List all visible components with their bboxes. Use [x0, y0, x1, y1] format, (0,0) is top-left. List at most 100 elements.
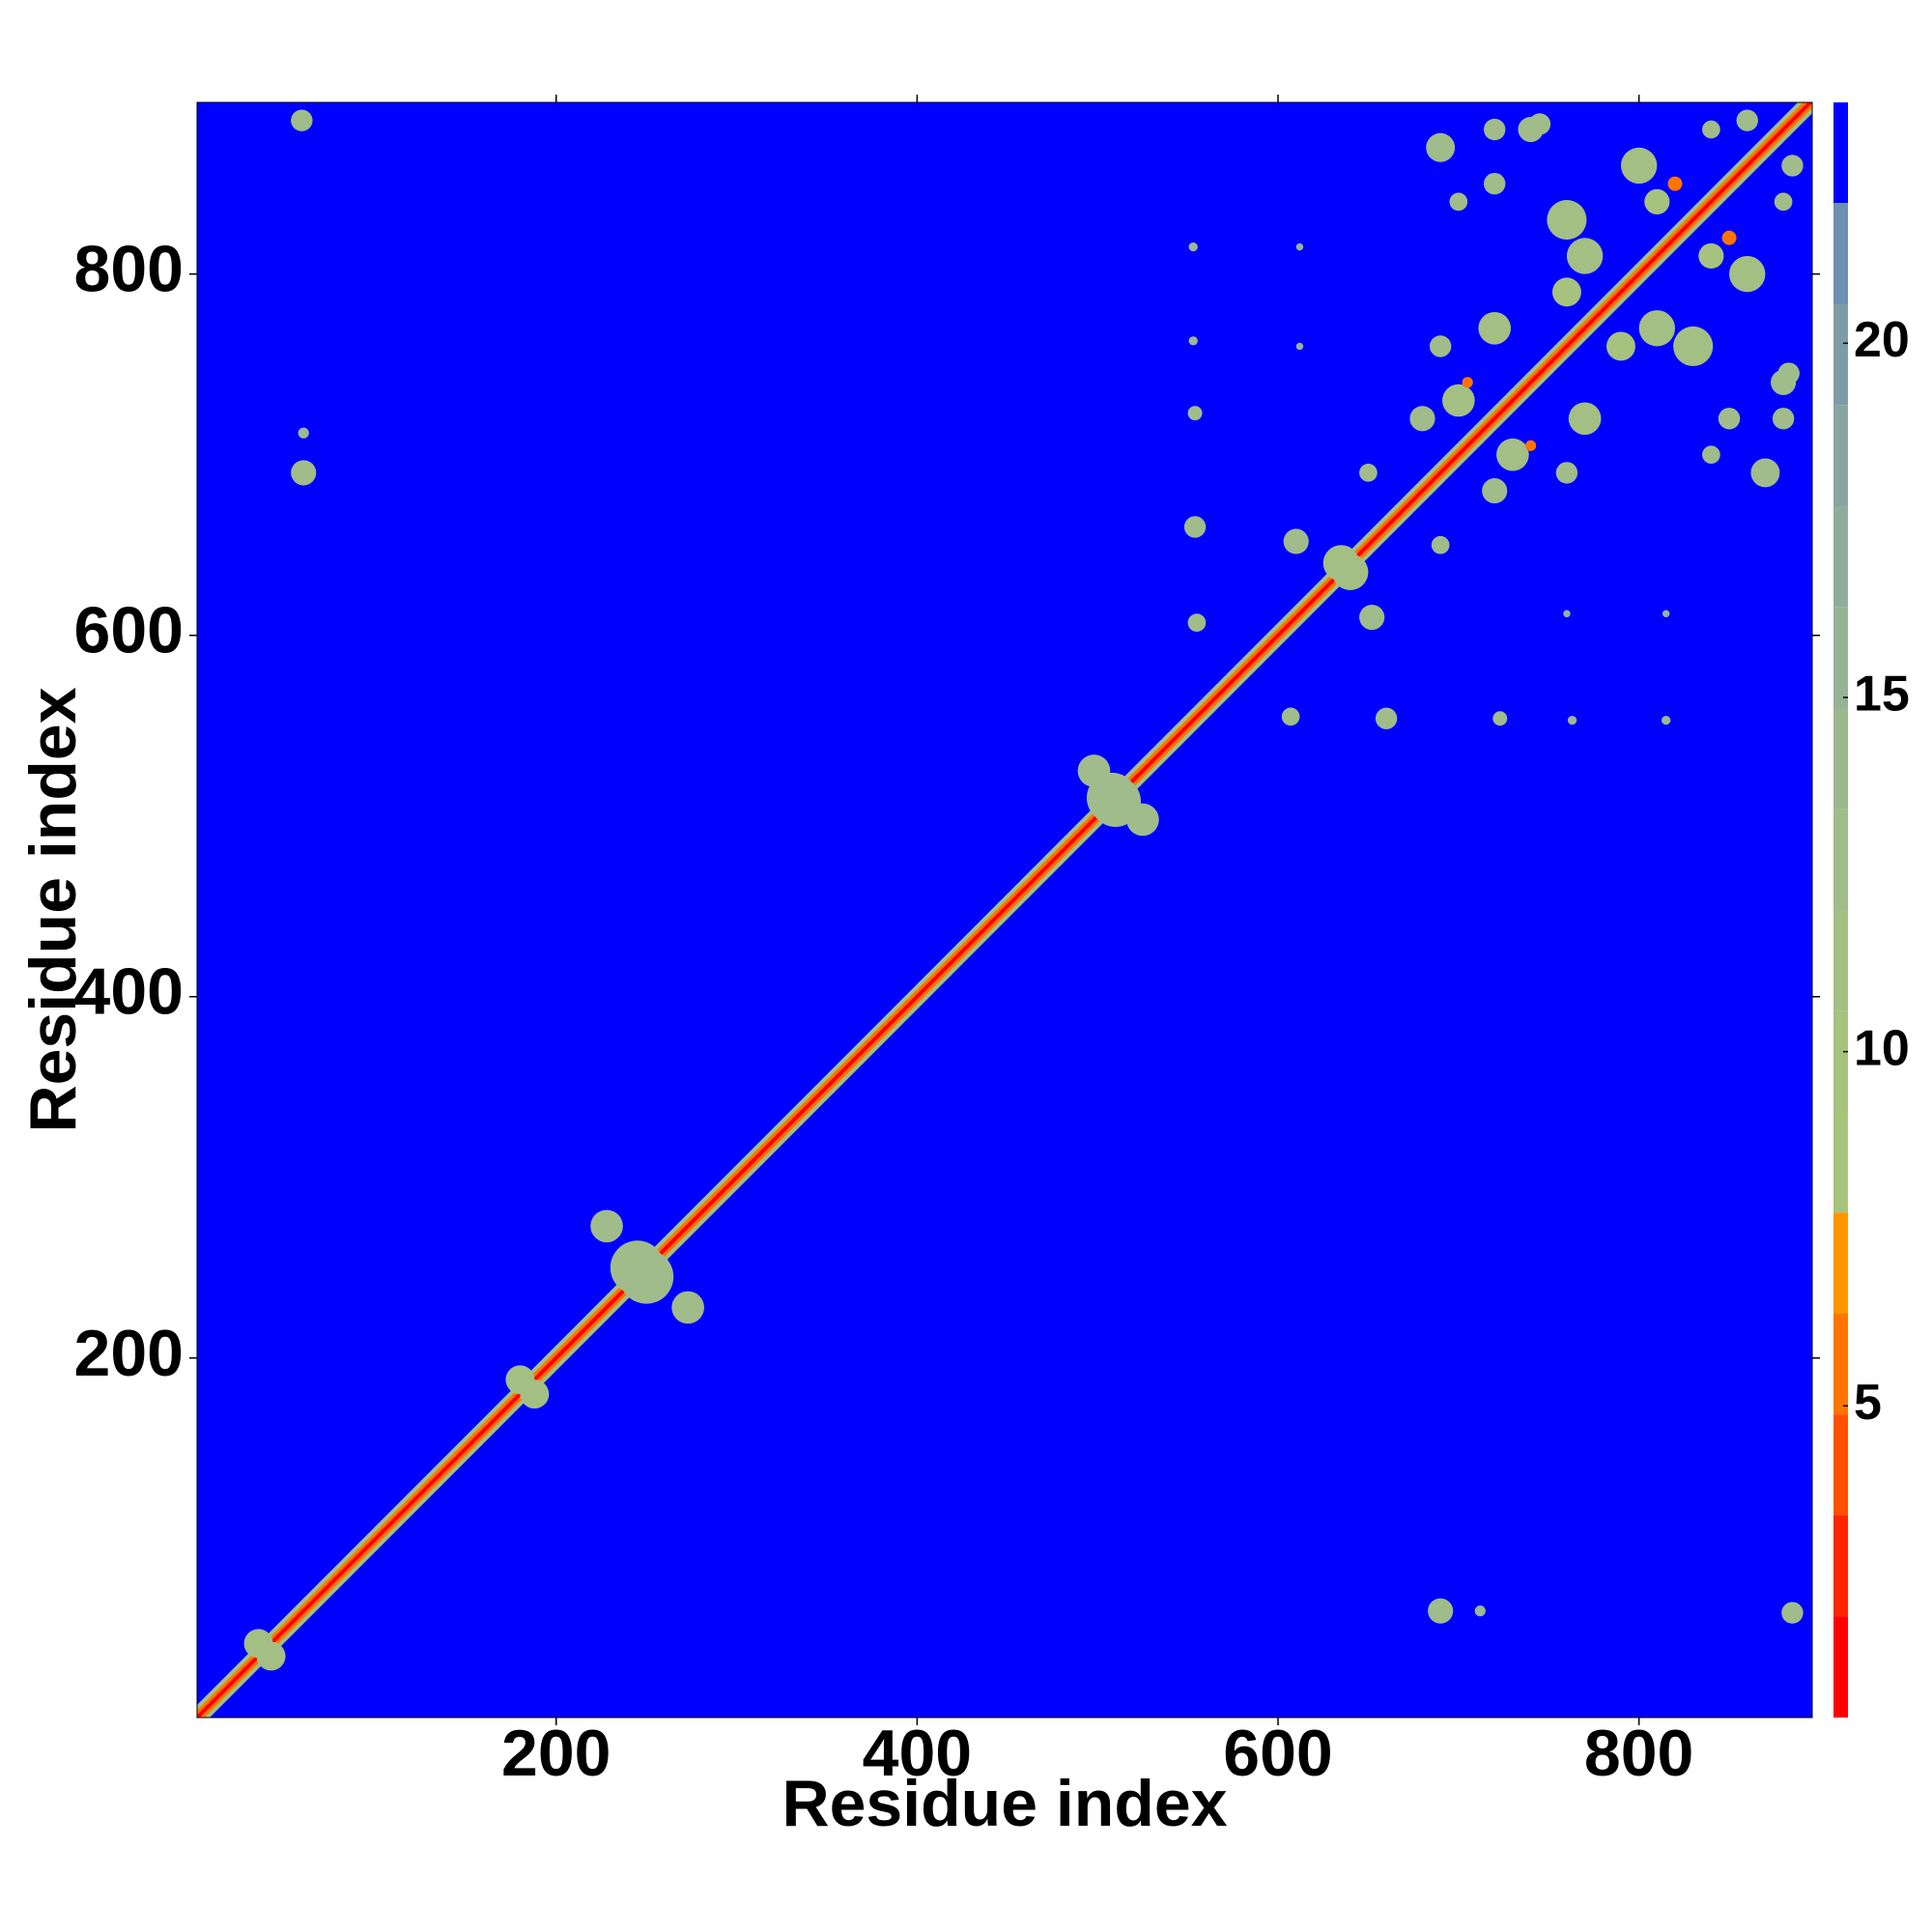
y-tick-label: 400 — [74, 955, 184, 1029]
contact-cell — [1359, 464, 1378, 482]
contact-cell — [1483, 118, 1506, 141]
contact-cell — [1449, 192, 1468, 212]
colorbar-segment — [1833, 506, 1848, 608]
contact-cell — [1702, 120, 1720, 139]
contact-cell — [1620, 147, 1658, 185]
contact-cell — [1781, 1602, 1804, 1624]
contact-cell — [1698, 242, 1724, 270]
contact-cell — [1188, 336, 1198, 346]
colorbar-segment — [1833, 1112, 1848, 1213]
contact-cell — [1736, 109, 1758, 131]
x-tick-label: 600 — [1223, 1717, 1332, 1790]
contact-cell — [1566, 238, 1604, 274]
contact-cell — [1359, 604, 1385, 631]
colorbar-segment — [1833, 102, 1848, 204]
contact-cell — [1729, 255, 1766, 293]
colorbar-tick-label: 10 — [1854, 1020, 1910, 1076]
colorbar-segment — [1833, 607, 1848, 708]
contact-cell — [520, 1379, 550, 1409]
contact-cell — [1702, 445, 1720, 465]
contact-cell — [619, 1249, 674, 1304]
y-tick-label: 200 — [74, 1317, 184, 1390]
contact-cell — [1774, 192, 1793, 212]
contact-cell — [1295, 342, 1304, 351]
contact-cell — [1638, 310, 1676, 347]
colorbar-segment — [1833, 1516, 1848, 1617]
contact-cell — [1563, 610, 1571, 618]
contact-cell — [1442, 384, 1475, 417]
contact-cell — [1426, 132, 1456, 162]
x-tick-label: 200 — [501, 1717, 611, 1790]
contact-cell — [1777, 362, 1800, 384]
plot-frame — [196, 101, 1813, 1719]
contact-cell — [1428, 1598, 1454, 1624]
contact-cell — [1567, 715, 1577, 725]
contact-cell — [1547, 200, 1587, 241]
contact-cell — [256, 1641, 286, 1671]
contact-cell — [590, 1209, 623, 1243]
contact-cell — [1673, 326, 1714, 367]
colorbar-segment — [1833, 910, 1848, 1011]
colorbar-segment — [1833, 708, 1848, 810]
contact-cell — [1662, 715, 1671, 725]
contact-cell — [1332, 554, 1369, 590]
contact-cell — [298, 427, 309, 439]
contact-cell — [1462, 377, 1473, 388]
colorbar-segment — [1833, 1010, 1848, 1112]
contact-cell — [1721, 230, 1737, 245]
x-tick-label: 800 — [1584, 1717, 1693, 1790]
colorbar-segment — [1833, 1414, 1848, 1516]
contact-cell — [291, 109, 313, 131]
contact-cell — [1483, 172, 1506, 195]
contact-cell — [1187, 613, 1207, 632]
contact-cell — [1295, 242, 1304, 251]
contact-cell — [1667, 176, 1683, 191]
y-tick-label: 600 — [74, 594, 184, 668]
contact-cell — [291, 460, 317, 486]
contact-cell — [1718, 408, 1741, 430]
contact-cell — [1606, 331, 1635, 361]
contact-cell — [1183, 516, 1207, 538]
colorbar-segment — [1833, 405, 1848, 506]
contact-cell — [1188, 242, 1198, 252]
contact-cell — [1492, 711, 1508, 726]
y-axis-title: Residue index — [16, 687, 90, 1132]
contact-cell — [1524, 440, 1537, 451]
contact-cell — [1409, 406, 1435, 432]
contact-cell — [1662, 610, 1670, 618]
contact-cell — [1551, 277, 1581, 307]
colorbar-tick-label: 15 — [1854, 667, 1910, 723]
colorbar-segment — [1833, 1314, 1848, 1415]
contact-cell — [1568, 402, 1602, 436]
contact-cell — [1283, 528, 1309, 554]
colorbar-segment — [1833, 304, 1848, 406]
contact-cell — [1644, 188, 1670, 214]
contact-cell — [671, 1291, 704, 1324]
colorbar-tick-label: 5 — [1854, 1375, 1882, 1431]
colorbar-segment — [1833, 203, 1848, 304]
contact-cell — [1555, 462, 1578, 484]
contact-cell — [1090, 776, 1142, 827]
contact-cell — [1281, 707, 1300, 726]
colorbar-segment — [1833, 809, 1848, 910]
contact-cell — [1478, 311, 1512, 345]
diagonal-band — [197, 102, 1812, 1718]
contact-cell — [1474, 1605, 1486, 1617]
contact-cell — [1772, 408, 1795, 430]
x-tick-label: 400 — [863, 1717, 972, 1790]
heatmap-layer — [197, 102, 1812, 1718]
colorbar-tick-label: 20 — [1854, 312, 1910, 368]
contact-cell — [1750, 458, 1780, 488]
contact-cell — [1431, 535, 1450, 554]
contact-cell — [1781, 155, 1804, 177]
colorbar-segment — [1833, 1616, 1848, 1718]
contact-cell — [1187, 406, 1203, 421]
x-axis-title: Residue index — [781, 1767, 1227, 1840]
contact-cell — [1429, 335, 1452, 357]
contact-cell — [1496, 438, 1529, 471]
colorbar-segment — [1833, 1212, 1848, 1314]
contact-cell — [1482, 478, 1508, 504]
contact-cell — [1528, 113, 1551, 135]
